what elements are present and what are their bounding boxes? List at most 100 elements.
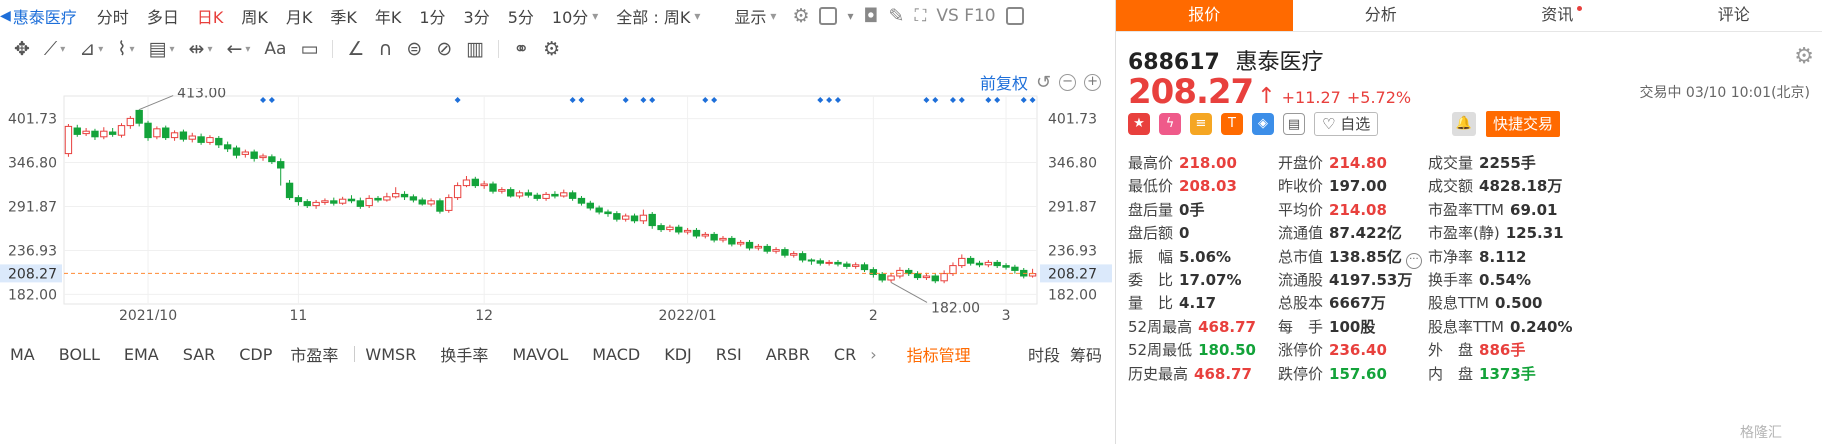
period-5min[interactable]: 5分 bbox=[507, 8, 534, 27]
tab-quote[interactable]: 报价 bbox=[1116, 0, 1293, 31]
pencil-icon[interactable]: ✎ bbox=[888, 5, 905, 27]
chips-button[interactable]: 筹码 bbox=[1069, 346, 1102, 365]
indicator-ema[interactable]: EMA bbox=[123, 344, 159, 364]
notes-icon[interactable]: ▤ bbox=[1283, 113, 1305, 135]
eraser-icon[interactable]: ∠ bbox=[347, 38, 365, 60]
text-tool-button[interactable]: Aa bbox=[264, 39, 287, 59]
magnet-icon[interactable]: ∩ bbox=[378, 38, 393, 60]
indicator-boll[interactable]: BOLL bbox=[58, 344, 100, 364]
session-button[interactable]: 时段 bbox=[1027, 346, 1060, 365]
indicator-mavol[interactable]: MAVOL bbox=[512, 344, 569, 364]
period-intraday[interactable]: 分时 bbox=[96, 8, 129, 27]
tag-icon[interactable]: ◈ bbox=[1252, 113, 1274, 135]
quote-label: 盘后额 bbox=[1128, 224, 1174, 243]
measure-tool-icon[interactable]: ⇹ ▾ bbox=[188, 38, 213, 60]
wave-tool-icon[interactable]: ⌇ ▾ bbox=[117, 38, 135, 60]
indicator-ma[interactable]: MA bbox=[10, 344, 35, 364]
quick-trade-button[interactable]: 快捷交易 bbox=[1486, 111, 1560, 137]
quote-label: 总市值 bbox=[1278, 247, 1324, 266]
quote-label: 平均价 bbox=[1278, 200, 1324, 219]
period-weekly-k[interactable]: 周K bbox=[241, 8, 268, 27]
quote-value: 0.500 bbox=[1495, 294, 1543, 313]
reset-icon[interactable]: ↺ bbox=[1036, 71, 1052, 93]
more-icon[interactable]: ··· bbox=[1405, 252, 1422, 269]
hide-icon[interactable]: ⊘ bbox=[436, 38, 453, 60]
chevron-down-icon[interactable]: ▾ bbox=[694, 9, 701, 23]
line-tool-icon[interactable]: ⟋ ▾ bbox=[43, 38, 66, 60]
fibonacci-tool-icon[interactable]: ▤ ▾ bbox=[148, 38, 175, 60]
candle-down bbox=[250, 151, 258, 159]
back-icon[interactable]: ◀ bbox=[0, 8, 11, 24]
compare-icon[interactable]: ⚭ bbox=[513, 38, 530, 60]
period-3min[interactable]: 3分 bbox=[463, 8, 490, 27]
indicator-turnover[interactable]: 换手率 bbox=[440, 346, 489, 365]
price-adjust-select[interactable]: 前复权 bbox=[980, 74, 1029, 93]
quote-cell: 股息TTM 0.500 bbox=[1428, 292, 1542, 313]
quote-label: 量 比 bbox=[1128, 294, 1174, 313]
display-menu[interactable]: 显示 bbox=[734, 8, 767, 27]
indicator-manager-button[interactable]: 指标管理 bbox=[906, 346, 971, 365]
bell-icon[interactable]: 🔔 bbox=[1452, 112, 1476, 136]
comment-icon[interactable]: ▭ bbox=[300, 38, 319, 60]
lock-icon[interactable]: ⊜ bbox=[406, 38, 423, 60]
vs-f10-button[interactable]: VS F10 bbox=[936, 6, 996, 26]
kline-chart[interactable]: 401.73 401.73 346.80 346.80 291.87 291.87 236.… bbox=[0, 88, 1112, 320]
event-marker bbox=[260, 97, 267, 103]
move-icon[interactable]: ✥ bbox=[14, 38, 30, 60]
candle-down bbox=[913, 273, 922, 279]
watermark: 格隆汇 bbox=[1740, 425, 1782, 441]
indicator-pe[interactable]: 市盈率 bbox=[290, 346, 339, 365]
candle-down bbox=[613, 213, 621, 220]
period-daily-k[interactable]: 日K bbox=[196, 8, 224, 27]
period-quarterly-k[interactable]: 季K bbox=[330, 8, 357, 27]
candle-up bbox=[887, 275, 895, 281]
candle-up bbox=[851, 264, 860, 267]
tab-comments[interactable]: 评论 bbox=[1717, 5, 1750, 24]
kechuang-icon[interactable]: T bbox=[1221, 113, 1243, 135]
indicator-sar[interactable]: SAR bbox=[182, 344, 216, 364]
margin-icon[interactable]: ϟ bbox=[1159, 113, 1181, 135]
draw-settings-icon[interactable]: ⚙ bbox=[543, 38, 561, 60]
gear-icon[interactable]: ⚙ bbox=[1794, 44, 1814, 69]
indicator-macd[interactable]: MACD bbox=[592, 344, 641, 364]
quote-value: 157.60 bbox=[1329, 364, 1387, 383]
candle-down bbox=[710, 233, 718, 241]
chevron-down-icon[interactable]: ▾ bbox=[847, 9, 854, 23]
channel-tool-icon[interactable]: ⊿ ▾ bbox=[79, 38, 104, 60]
trash-icon[interactable]: ▥ bbox=[466, 38, 485, 60]
indicator-cdp[interactable]: CDP bbox=[239, 344, 273, 364]
period-10min[interactable]: 10分 bbox=[551, 8, 589, 27]
period-monthly-k[interactable]: 月K bbox=[285, 8, 313, 27]
database-icon[interactable]: ≡ bbox=[1190, 113, 1212, 135]
period-select[interactable]: 全部 : 周K bbox=[616, 8, 691, 27]
candle-up bbox=[683, 229, 692, 233]
chevron-down-icon[interactable]: ▾ bbox=[592, 9, 599, 23]
indicator-cr[interactable]: CR bbox=[833, 344, 857, 364]
settings-icon[interactable]: ⚙ bbox=[792, 5, 810, 27]
zoom-out-icon[interactable]: − bbox=[1059, 73, 1077, 91]
camera-icon[interactable]: ◘ bbox=[863, 5, 879, 27]
chart-style-icon[interactable] bbox=[819, 7, 838, 25]
period-yearly-k[interactable]: 年K bbox=[374, 8, 402, 27]
chevron-right-icon[interactable]: › bbox=[870, 344, 877, 364]
sidebar-toggle-icon[interactable] bbox=[1005, 7, 1024, 25]
indicator-rsi[interactable]: RSI bbox=[715, 344, 742, 364]
quote-value: 69.01 bbox=[1510, 200, 1558, 219]
tab-news[interactable]: 资讯 bbox=[1469, 0, 1646, 31]
fullscreen-icon[interactable]: ⛶ bbox=[914, 6, 927, 26]
indicator-kdj[interactable]: KDJ bbox=[664, 344, 692, 364]
period-multiday[interactable]: 多日 bbox=[146, 8, 179, 27]
tab-analysis[interactable]: 分析 bbox=[1364, 5, 1397, 24]
quote-label: 振 幅 bbox=[1128, 247, 1174, 266]
stock-name-link[interactable]: 惠泰医疗 bbox=[12, 8, 77, 27]
arrow-tool-icon[interactable]: ← ▾ bbox=[226, 38, 251, 60]
current-price-tag-left bbox=[0, 264, 62, 283]
indicator-wmsr[interactable]: WMSR bbox=[365, 344, 417, 364]
add-watchlist-button[interactable]: ♡ 自选 bbox=[1314, 112, 1379, 136]
indicator-arbr[interactable]: ARBR bbox=[765, 344, 810, 364]
zoom-in-icon[interactable]: + bbox=[1084, 73, 1102, 91]
quote-cell: 换手率 0.54% bbox=[1428, 269, 1531, 290]
period-1min[interactable]: 1分 bbox=[419, 8, 446, 27]
chevron-down-icon[interactable]: ▾ bbox=[770, 9, 777, 23]
candle-up bbox=[453, 185, 462, 199]
